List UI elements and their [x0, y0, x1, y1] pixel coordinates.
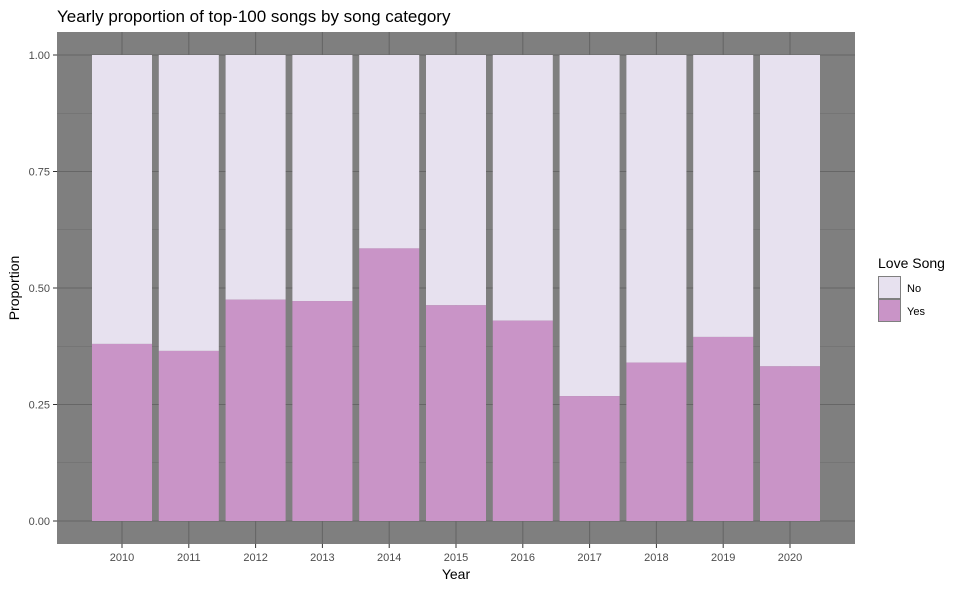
y-axis: 0.00 0.25 0.50 0.75 1.00	[29, 50, 57, 528]
legend-title: Love Song	[878, 255, 945, 271]
x-tick-label: 2019	[711, 552, 735, 564]
bar-yes-2013	[292, 301, 353, 521]
bar-no-2019	[693, 55, 754, 337]
bar-yes-2014	[359, 248, 420, 521]
bar-no-2016	[492, 55, 553, 321]
x-tick-label: 2013	[310, 552, 334, 564]
bar-no-2020	[760, 55, 820, 367]
legend-key-yes	[878, 299, 901, 322]
bar-no-2017	[559, 55, 620, 397]
bar-no-2011	[158, 55, 219, 351]
bar-yes-2012	[225, 299, 286, 521]
bar-yes-2015	[426, 305, 486, 521]
legend: Love Song No Yes	[878, 255, 945, 322]
bar-yes-2010	[92, 343, 152, 521]
bar-yes-2019	[693, 336, 754, 521]
x-tick-label: 2010	[110, 552, 134, 564]
x-axis: 2010 2011 2012 2013 2014 2015 2016 2017 2018 2019…	[110, 544, 802, 564]
y-tick-label: 0.50	[29, 283, 50, 295]
bar-no-2015	[426, 55, 486, 306]
y-tick-label: 0.25	[29, 400, 50, 412]
chart-title: Yearly proportion of top-100 songs by so…	[57, 7, 451, 26]
x-tick-label: 2012	[243, 552, 267, 564]
legend-label-no: No	[907, 283, 921, 295]
x-tick-label: 2015	[444, 552, 468, 564]
legend-key-no	[878, 276, 901, 299]
x-tick-label: 2018	[644, 552, 668, 564]
bar-yes-2017	[559, 396, 620, 521]
y-tick-label: 0.00	[29, 516, 50, 528]
x-tick-label: 2020	[778, 552, 802, 564]
y-tick-label: 1.00	[29, 50, 50, 62]
bar-yes-2016	[492, 320, 553, 521]
x-axis-title: Year	[442, 566, 471, 582]
bar-no-2012	[225, 55, 286, 300]
y-axis-title: Proportion	[6, 256, 22, 321]
bars	[92, 55, 820, 521]
x-tick-label: 2011	[177, 552, 201, 564]
x-tick-label: 2016	[511, 552, 535, 564]
y-tick-label: 0.75	[29, 167, 50, 179]
bar-yes-2011	[158, 350, 219, 521]
bar-yes-2018	[626, 362, 687, 521]
legend-label-yes: Yes	[907, 306, 925, 318]
bar-no-2018	[626, 55, 687, 363]
x-tick-label: 2014	[377, 552, 401, 564]
bar-no-2014	[359, 55, 420, 249]
x-tick-label: 2017	[577, 552, 601, 564]
bar-no-2010	[92, 55, 152, 344]
bar-yes-2020	[760, 366, 820, 521]
bar-no-2013	[292, 55, 353, 302]
